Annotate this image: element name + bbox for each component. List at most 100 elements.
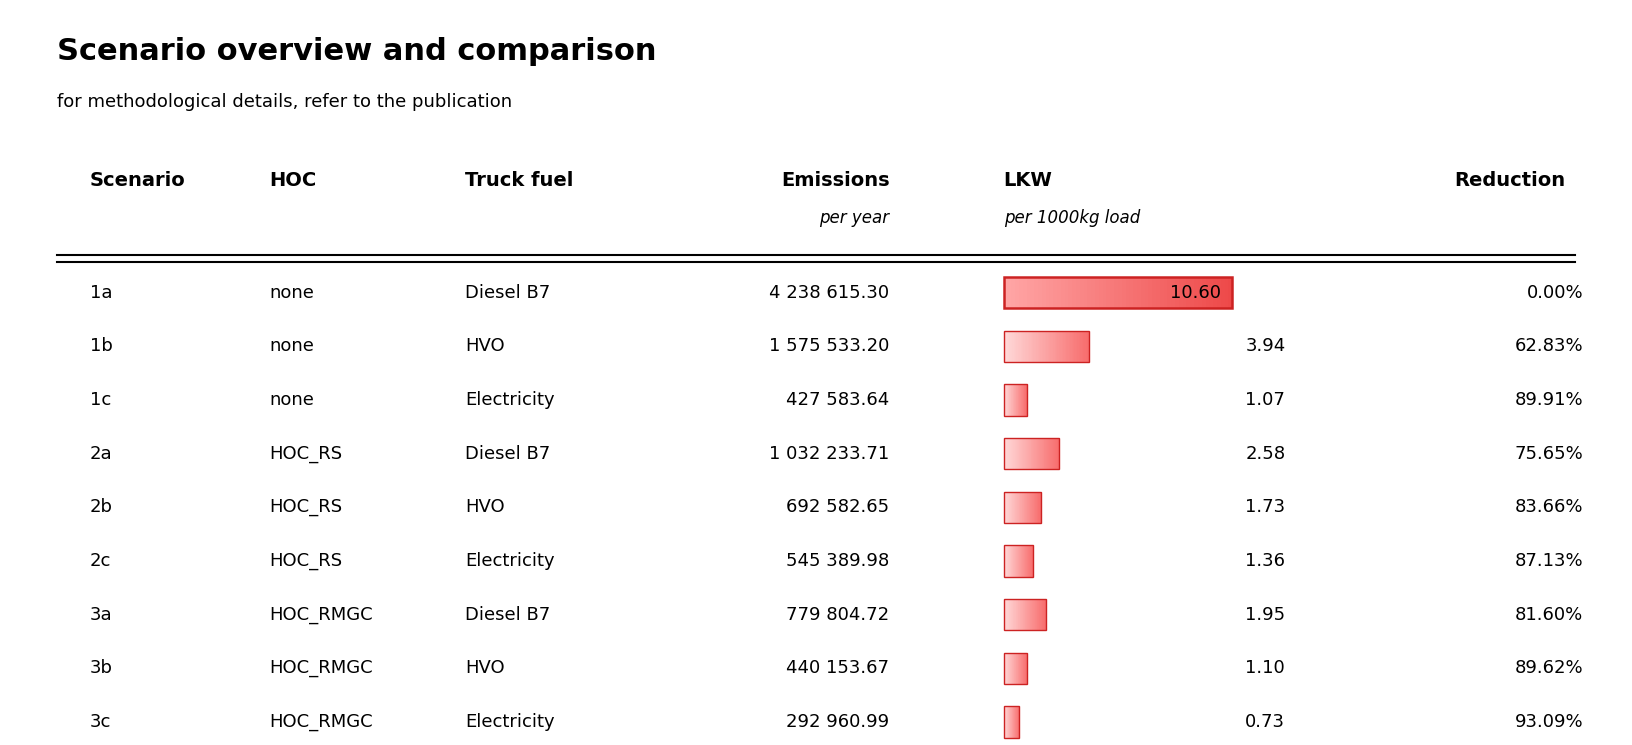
Bar: [1004, 277, 1232, 308]
Bar: [1041, 277, 1046, 308]
Bar: [1036, 331, 1038, 362]
Bar: [1149, 277, 1152, 308]
Text: 3b: 3b: [90, 659, 113, 677]
Bar: [1053, 438, 1054, 469]
Bar: [1004, 653, 1028, 684]
Bar: [1013, 331, 1015, 362]
Bar: [1121, 277, 1126, 308]
Bar: [1040, 438, 1041, 469]
Bar: [1030, 331, 1033, 362]
Bar: [1072, 331, 1074, 362]
Bar: [1054, 438, 1056, 469]
Bar: [1038, 277, 1043, 308]
Bar: [1004, 706, 1020, 738]
Bar: [1069, 277, 1074, 308]
Bar: [1059, 438, 1061, 469]
Bar: [1046, 277, 1051, 308]
Bar: [1018, 277, 1023, 308]
Bar: [1028, 438, 1030, 469]
Bar: [1044, 438, 1046, 469]
Text: Electricity: Electricity: [465, 552, 555, 570]
Bar: [1071, 331, 1072, 362]
Bar: [1036, 438, 1038, 469]
Bar: [1004, 492, 1041, 523]
Bar: [1041, 438, 1043, 469]
Text: 83.66%: 83.66%: [1514, 498, 1583, 516]
Text: 427 583.64: 427 583.64: [787, 391, 889, 409]
Bar: [1007, 438, 1009, 469]
Bar: [1198, 277, 1203, 308]
Bar: [1080, 277, 1084, 308]
Bar: [1007, 277, 1012, 308]
Bar: [1038, 438, 1040, 469]
Bar: [1015, 438, 1017, 469]
Text: 1.95: 1.95: [1245, 606, 1286, 624]
Bar: [1056, 331, 1058, 362]
Bar: [1030, 331, 1031, 362]
Bar: [1012, 438, 1013, 469]
Text: 0.73: 0.73: [1245, 713, 1286, 731]
Text: 292 960.99: 292 960.99: [787, 713, 889, 731]
Bar: [1061, 331, 1062, 362]
Bar: [1030, 438, 1033, 469]
Text: Electricity: Electricity: [465, 713, 555, 731]
Bar: [1013, 438, 1015, 469]
Text: none: none: [269, 284, 313, 302]
Text: HVO: HVO: [465, 659, 504, 677]
Bar: [1054, 331, 1058, 362]
Bar: [1030, 277, 1035, 308]
Bar: [1049, 277, 1054, 308]
Text: Scenario overview and comparison: Scenario overview and comparison: [57, 37, 656, 66]
Bar: [1213, 277, 1217, 308]
Text: HOC_RMGC: HOC_RMGC: [269, 713, 372, 731]
Bar: [1035, 438, 1036, 469]
Bar: [1046, 438, 1048, 469]
Text: per 1000kg load: per 1000kg load: [1004, 209, 1139, 227]
Bar: [1009, 438, 1010, 469]
Bar: [1027, 438, 1028, 469]
Text: HVO: HVO: [465, 337, 504, 355]
Bar: [1106, 277, 1111, 308]
Text: HOC_RS: HOC_RS: [269, 445, 343, 463]
Bar: [1035, 277, 1038, 308]
Bar: [1195, 277, 1198, 308]
Bar: [1022, 438, 1023, 469]
Bar: [1030, 438, 1031, 469]
Bar: [1178, 277, 1183, 308]
Bar: [1152, 277, 1157, 308]
Text: 1 575 533.20: 1 575 533.20: [769, 337, 889, 355]
Bar: [1022, 331, 1025, 362]
Bar: [1079, 331, 1080, 362]
Bar: [1004, 438, 1059, 469]
Bar: [1020, 438, 1022, 469]
Bar: [1038, 331, 1040, 362]
Bar: [1064, 331, 1067, 362]
Bar: [1059, 331, 1061, 362]
Bar: [1092, 277, 1097, 308]
Bar: [1007, 438, 1009, 469]
Bar: [1028, 331, 1030, 362]
Text: Reduction: Reduction: [1454, 171, 1565, 190]
Bar: [1009, 331, 1012, 362]
Bar: [1221, 277, 1226, 308]
Text: 4 238 615.30: 4 238 615.30: [769, 284, 889, 302]
Bar: [1164, 277, 1169, 308]
Text: 75.65%: 75.65%: [1514, 445, 1583, 463]
Text: Truck fuel: Truck fuel: [465, 171, 573, 190]
Bar: [1053, 277, 1058, 308]
Bar: [1080, 331, 1082, 362]
Bar: [1010, 331, 1013, 362]
Bar: [1046, 331, 1048, 362]
Bar: [1049, 438, 1051, 469]
Bar: [1098, 277, 1103, 308]
Bar: [1020, 331, 1022, 362]
Text: 1a: 1a: [90, 284, 113, 302]
Bar: [1012, 277, 1015, 308]
Bar: [1069, 331, 1071, 362]
Bar: [1110, 277, 1115, 308]
Bar: [1087, 331, 1090, 362]
Bar: [1172, 277, 1175, 308]
Bar: [1095, 277, 1100, 308]
Text: 2a: 2a: [90, 445, 113, 463]
Bar: [1051, 438, 1053, 469]
